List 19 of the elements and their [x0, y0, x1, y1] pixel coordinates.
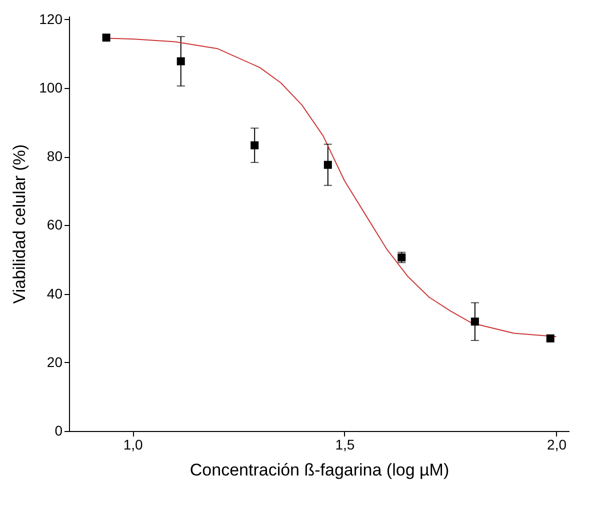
point [546, 334, 554, 342]
point [470, 318, 479, 326]
y-tick-label: 120 [39, 10, 63, 27]
x-tick-label: 1,0 [123, 436, 143, 452]
point [102, 34, 110, 42]
x-tick-label: 1,5 [335, 436, 355, 452]
y-tick-label: 20 [46, 354, 63, 370]
x-axis-title: Concentración ß-fagarina (log µM) [190, 460, 450, 480]
y-tick-label: 0 [54, 422, 63, 438]
point [250, 141, 259, 150]
x-tick-label: 2,0 [547, 436, 567, 452]
y-tick-label: 100 [39, 80, 63, 96]
y-tick-label: 40 [46, 285, 63, 302]
point [398, 253, 406, 262]
point [324, 160, 332, 169]
y-tick-label: 60 [46, 216, 63, 233]
y-axis-title: Viabilidad celular (%) [10, 144, 30, 304]
y-tick-label: 80 [46, 148, 63, 164]
point [176, 57, 185, 66]
